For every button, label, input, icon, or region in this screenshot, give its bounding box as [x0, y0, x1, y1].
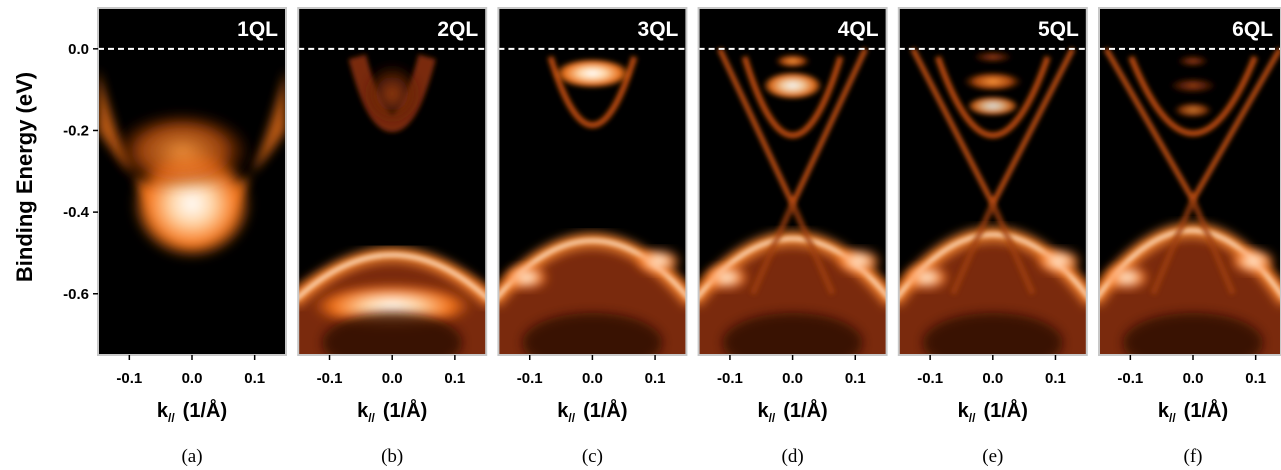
panel-caption: (e): [982, 446, 1003, 467]
panel-caption: (b): [381, 446, 403, 467]
panel-4: 4QL -0.1 0.0 0.1 k//(1/Å) (d): [697, 7, 888, 467]
x-tick-label: -0.1: [917, 370, 943, 387]
x-axis-label: k//(1/Å): [757, 398, 827, 425]
y-tick-label: -0.2: [63, 122, 89, 139]
x-tick-label: -0.1: [717, 370, 743, 387]
x-tick-label: 0.1: [1045, 370, 1066, 387]
panel-title: 3QL: [638, 18, 679, 41]
panels: 1QL -0.1 0.0 0.1 k//(1/Å) (a) 2QL -0.1 0.0 0.1 k//…: [97, 7, 1281, 467]
band-intensity: [698, 47, 887, 355]
band-intensity: [298, 54, 487, 355]
x-axis-label: k//(1/Å): [157, 398, 227, 425]
panel-caption: (f): [1184, 446, 1203, 467]
panel-1: 1QL -0.1 0.0 0.1 k//(1/Å) (a): [97, 7, 287, 467]
y-tick-label: -0.6: [63, 286, 89, 303]
x-axis-label: k//(1/Å): [1158, 398, 1228, 425]
band-intensity: [1099, 47, 1281, 355]
band-intensity: [98, 69, 286, 259]
panel-frame: [1098, 7, 1281, 356]
x-axis-label: k//(1/Å): [958, 398, 1028, 425]
y-axis-label: Binding Energy (eV): [12, 72, 37, 282]
band-intensity: [498, 55, 687, 355]
x-tick-label: -0.1: [116, 370, 142, 387]
panel-title: 2QL: [437, 18, 478, 41]
panel-title: 5QL: [1038, 18, 1079, 41]
x-tick-label: 0.1: [1245, 370, 1266, 387]
y-tick-label: -0.4: [63, 204, 90, 221]
panel-title: 1QL: [237, 18, 278, 41]
x-axis-label: k//(1/Å): [357, 398, 427, 425]
x-tick-label: 0.0: [582, 370, 603, 387]
x-tick-label: -0.1: [317, 370, 343, 387]
x-tick-label: 0.1: [244, 370, 265, 387]
panel-5: 5QL -0.1 0.0 0.1 k//(1/Å) (e): [897, 7, 1088, 467]
x-tick-label: 0.1: [444, 370, 465, 387]
x-tick-label: 0.1: [645, 370, 666, 387]
panel-caption: (a): [181, 446, 202, 467]
x-tick-label: 0.0: [182, 370, 203, 387]
panel-title: 6QL: [1232, 18, 1273, 41]
panel-6: 6QL -0.1 0.0 0.1 k//(1/Å) (f): [1098, 7, 1281, 467]
panel-caption: (d): [782, 446, 804, 467]
x-tick-label: 0.0: [782, 370, 803, 387]
y-ticks: 0.0 -0.2 -0.4 -0.6: [63, 41, 98, 303]
x-axis-label: k//(1/Å): [557, 398, 627, 425]
x-tick-label: 0.0: [982, 370, 1003, 387]
band-intensity: [898, 47, 1087, 355]
panel-title: 4QL: [838, 18, 879, 41]
x-tick-label: 0.1: [845, 370, 866, 387]
x-tick-label: -0.1: [1117, 370, 1143, 387]
x-tick-label: -0.1: [517, 370, 543, 387]
x-tick-label: 0.0: [382, 370, 403, 387]
panel-3: 3QL -0.1 0.0 0.1 k//(1/Å) (c): [497, 7, 688, 467]
panel-caption: (c): [582, 446, 603, 467]
panel-2: 2QL -0.1 0.0 0.1 k//(1/Å) (b): [297, 7, 488, 467]
y-tick-label: 0.0: [68, 41, 89, 58]
x-tick-label: 0.0: [1183, 370, 1204, 387]
